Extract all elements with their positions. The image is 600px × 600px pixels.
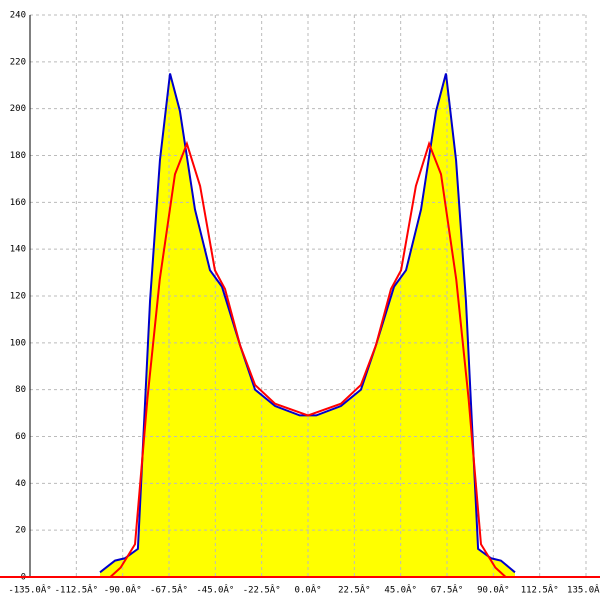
x-tick-label: -45.0Â° [196, 584, 234, 596]
y-tick-label: 140 [10, 245, 26, 255]
y-tick-label: 60 [15, 432, 26, 442]
y-tick-label: 160 [10, 198, 26, 208]
x-tick-label: 22.5Â° [338, 584, 371, 596]
y-tick-label: 80 [15, 385, 26, 395]
x-tick-label: -67.5Â° [150, 584, 188, 596]
x-tick-label: -22.5Â° [243, 584, 281, 596]
x-tick-label: 112.5Â° [521, 584, 559, 596]
y-tick-label: 180 [10, 151, 26, 161]
line [109, 140, 507, 578]
x-tick-label: -90.0Â° [104, 584, 142, 596]
x-tick-label: 0.0Â° [294, 584, 321, 596]
y-tick-label: 40 [15, 479, 26, 489]
x-tick-label: 135.0Â° [567, 584, 600, 596]
x-tick-label: -135.0Â° [8, 584, 51, 596]
x-tick-label: 45.0Â° [384, 584, 417, 596]
x-tick-label: 67.5Â° [431, 584, 464, 596]
y-tick-label: 220 [10, 57, 26, 67]
x-tick-label: -112.5Â° [55, 584, 98, 596]
y-tick-label: 240 [10, 11, 26, 21]
y-tick-label: 20 [15, 526, 26, 536]
y-tick-label: 100 [10, 338, 26, 348]
x-tick-label: 90.0Â° [477, 584, 510, 596]
y-tick-label: 200 [10, 104, 26, 114]
y-tick-label: 120 [10, 292, 26, 302]
area-fill [100, 73, 515, 578]
